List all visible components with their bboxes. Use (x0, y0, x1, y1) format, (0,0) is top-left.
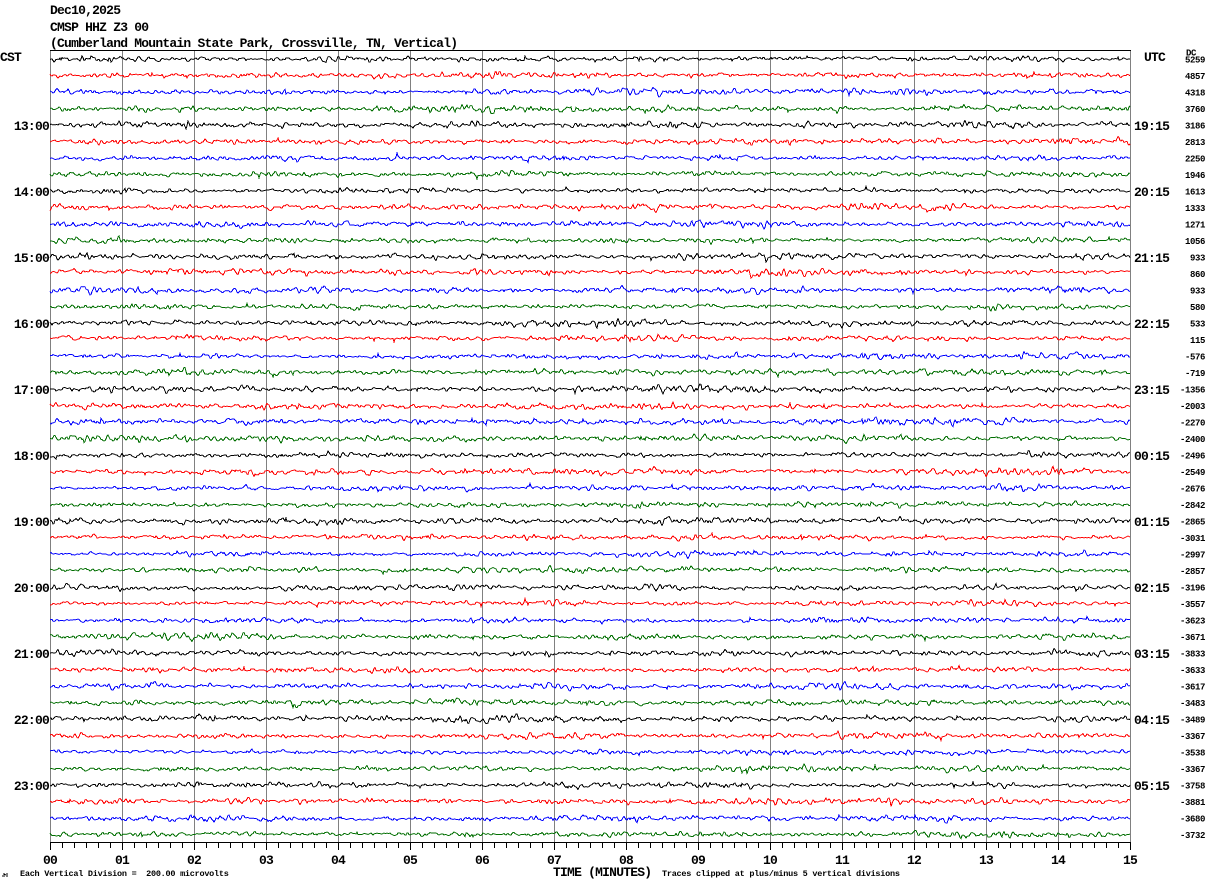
svg-text:-3833: -3833 (1180, 650, 1205, 660)
svg-text:-3623: -3623 (1180, 617, 1205, 627)
svg-text:-2676: -2676 (1180, 485, 1205, 495)
svg-text:-3617: -3617 (1180, 683, 1205, 693)
svg-text:-2270: -2270 (1180, 419, 1205, 429)
svg-text:Dec10,2025: Dec10,2025 (50, 3, 121, 18)
svg-text:-576: -576 (1185, 353, 1205, 363)
svg-text:20:00: 20:00 (14, 581, 50, 596)
svg-text:-3367: -3367 (1180, 732, 1205, 742)
svg-text:-3758: -3758 (1180, 782, 1205, 792)
svg-text:20:15: 20:15 (1134, 185, 1170, 200)
svg-text:533: 533 (1190, 320, 1205, 330)
svg-text:19:15: 19:15 (1134, 119, 1170, 134)
svg-text:13: 13 (979, 853, 994, 868)
svg-text:15: 15 (1123, 853, 1138, 868)
svg-text:Traces clipped at plus/minus 5: Traces clipped at plus/minus 5 vertical … (662, 869, 900, 879)
svg-text:22:15: 22:15 (1134, 317, 1170, 332)
svg-text:21:00: 21:00 (14, 647, 50, 662)
svg-text:05: 05 (403, 853, 418, 868)
svg-text:1613: 1613 (1185, 188, 1205, 198)
svg-text:3186: 3186 (1185, 122, 1205, 132)
svg-text:580: 580 (1190, 303, 1205, 313)
svg-text:00: 00 (43, 853, 58, 868)
svg-text:01: 01 (115, 853, 130, 868)
svg-text:12: 12 (907, 853, 922, 868)
svg-text:19:00: 19:00 (14, 515, 50, 530)
svg-text:115: 115 (1190, 336, 1205, 346)
svg-text:09: 09 (691, 853, 706, 868)
svg-text:-3489: -3489 (1180, 716, 1205, 726)
svg-text:04:15: 04:15 (1134, 713, 1170, 728)
svg-text:-3732: -3732 (1180, 831, 1205, 841)
svg-text:04: 04 (331, 853, 346, 868)
svg-text:08: 08 (619, 853, 634, 868)
svg-text:06: 06 (475, 853, 490, 868)
svg-text:2813: 2813 (1185, 138, 1205, 148)
svg-text:TIME (MINUTES): TIME (MINUTES) (553, 865, 651, 880)
svg-text:16:00: 16:00 (14, 317, 50, 332)
svg-text:Each Vertical Division = 200.: Each Vertical Division = 200.00 microvol… (20, 869, 229, 879)
svg-text:1056: 1056 (1185, 237, 1205, 247)
svg-text:-3196: -3196 (1180, 584, 1205, 594)
svg-text:-2496: -2496 (1180, 452, 1205, 462)
svg-text:03:15: 03:15 (1134, 647, 1170, 662)
svg-text:-3881: -3881 (1180, 798, 1206, 808)
svg-text:05:15: 05:15 (1134, 779, 1170, 794)
svg-text:17:00: 17:00 (14, 383, 50, 398)
svg-text:3760: 3760 (1185, 105, 1205, 115)
svg-text:22:00: 22:00 (14, 713, 50, 728)
svg-text:DC: DC (1186, 49, 1197, 59)
svg-text:933: 933 (1190, 254, 1205, 264)
svg-text:14: 14 (1051, 853, 1066, 868)
svg-text:-719: -719 (1185, 369, 1205, 379)
svg-text:11: 11 (835, 853, 850, 868)
svg-text:1271: 1271 (1185, 221, 1206, 231)
svg-text:-2842: -2842 (1180, 501, 1205, 511)
svg-text:1946: 1946 (1185, 171, 1205, 181)
svg-text:860: 860 (1190, 270, 1205, 280)
svg-text:-3367: -3367 (1180, 765, 1205, 775)
svg-text:-3538: -3538 (1180, 749, 1205, 759)
svg-text:18:00: 18:00 (14, 449, 50, 464)
svg-text:-2003: -2003 (1180, 402, 1205, 412)
svg-text:-3680: -3680 (1180, 815, 1205, 825)
svg-text:-3671: -3671 (1180, 633, 1206, 643)
svg-text:-3031: -3031 (1180, 534, 1206, 544)
svg-text:UTC: UTC (1144, 50, 1166, 65)
svg-text:-2400: -2400 (1180, 435, 1205, 445)
svg-text:4318: 4318 (1185, 89, 1205, 99)
svg-text:1333: 1333 (1185, 204, 1205, 214)
svg-text:(Cumberland Mountain State Par: (Cumberland Mountain State Park, Crossvi… (50, 36, 457, 51)
svg-text:2250: 2250 (1185, 155, 1205, 165)
svg-text:-3633: -3633 (1180, 666, 1205, 676)
svg-text:00:15: 00:15 (1134, 449, 1170, 464)
svg-text:14:00: 14:00 (14, 185, 50, 200)
svg-text:-2997: -2997 (1180, 551, 1205, 561)
svg-text:01:15: 01:15 (1134, 515, 1170, 530)
svg-text:02:15: 02:15 (1134, 581, 1170, 596)
svg-text:4857: 4857 (1185, 72, 1205, 82)
svg-text:-2865: -2865 (1180, 518, 1205, 528)
svg-text:23:15: 23:15 (1134, 383, 1170, 398)
svg-text:23:00: 23:00 (14, 779, 50, 794)
svg-text:07: 07 (547, 853, 561, 868)
svg-text:15:00: 15:00 (14, 251, 50, 266)
svg-text:-2549: -2549 (1180, 468, 1205, 478)
svg-text:CMSP HHZ Z3 00: CMSP HHZ Z3 00 (50, 20, 149, 35)
svg-text:21:15: 21:15 (1134, 251, 1170, 266)
svg-text:-3557: -3557 (1180, 600, 1205, 610)
svg-text:-1356: -1356 (1180, 386, 1205, 396)
svg-text:933: 933 (1190, 287, 1205, 297)
svg-text:CST: CST (0, 50, 22, 65)
svg-text:10: 10 (763, 853, 778, 868)
svg-text:03: 03 (259, 853, 274, 868)
svg-text:13:00: 13:00 (14, 119, 50, 134)
svg-text:02: 02 (187, 853, 202, 868)
svg-text:5259: 5259 (1185, 56, 1205, 66)
svg-text:-3483: -3483 (1180, 699, 1205, 709)
svg-text:-2857: -2857 (1180, 567, 1205, 577)
